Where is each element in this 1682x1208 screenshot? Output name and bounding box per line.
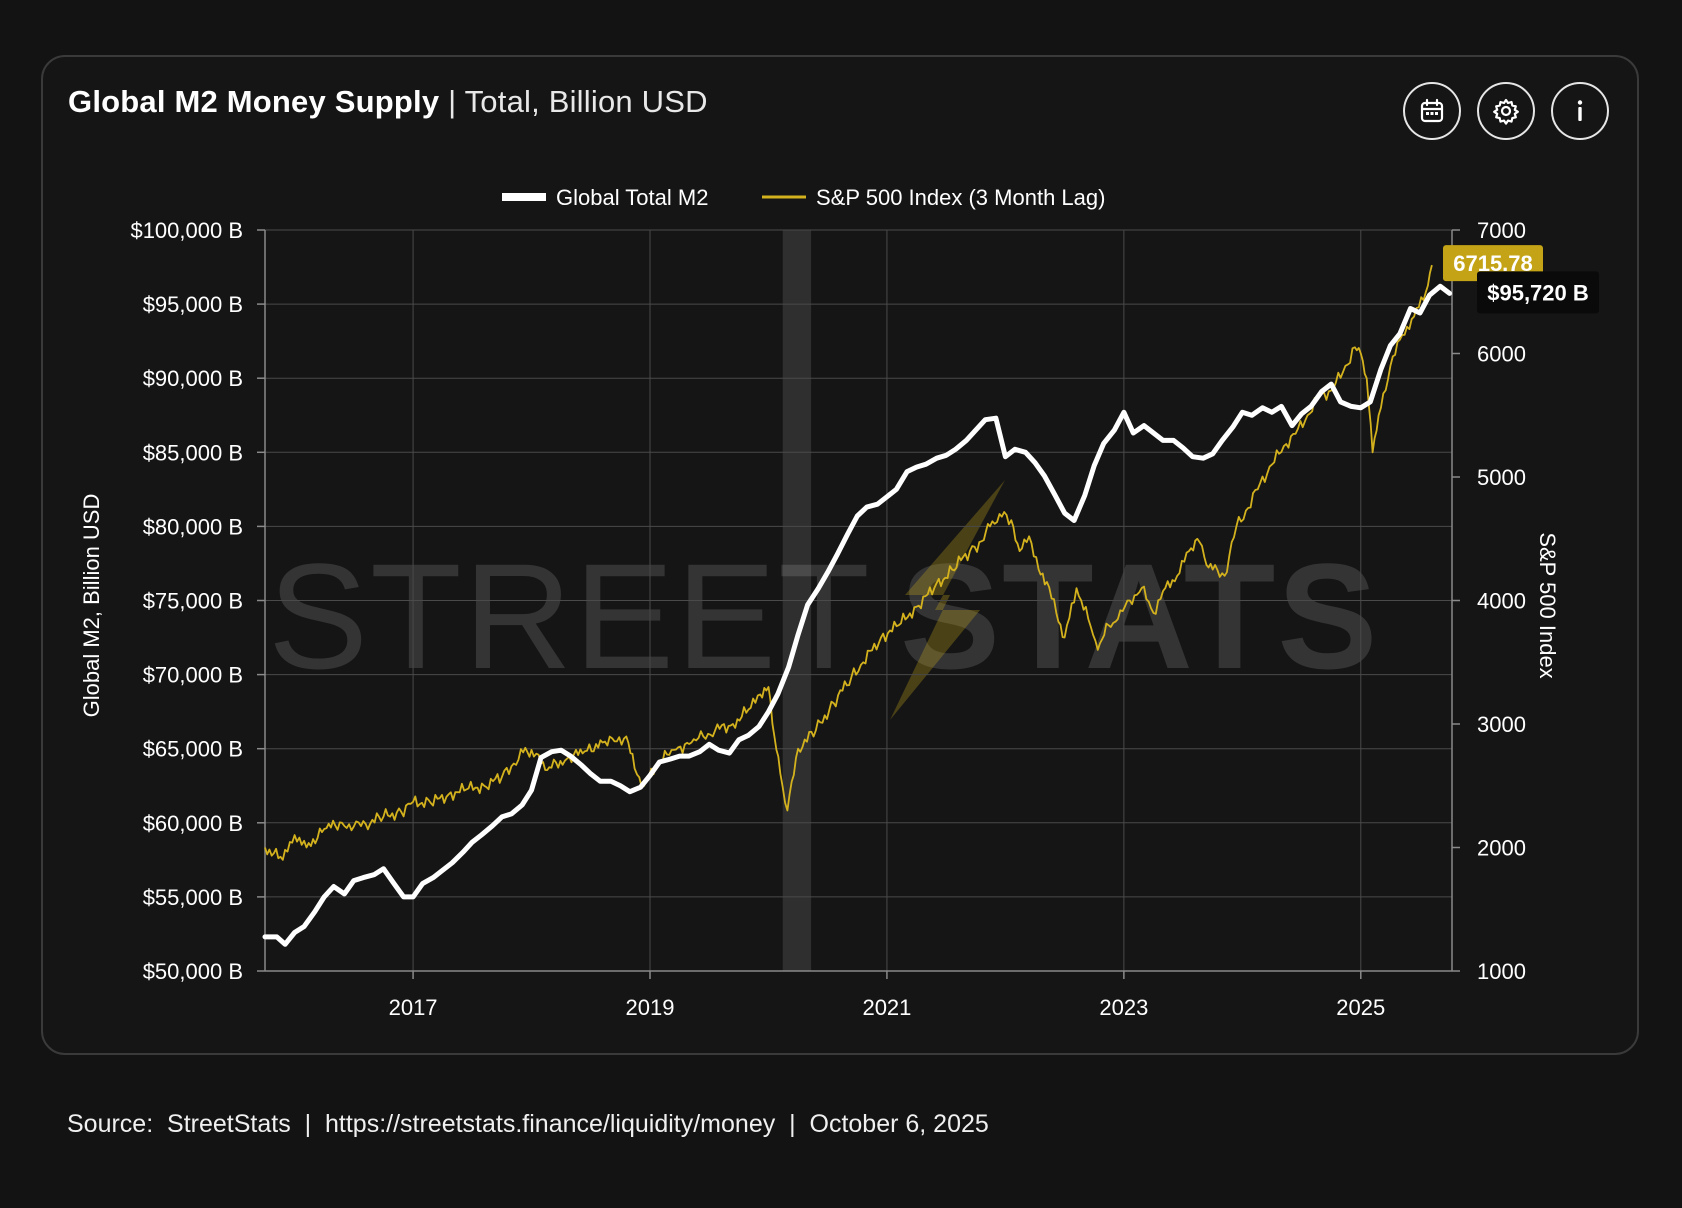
y-left-tick-label: $65,000 B: [143, 737, 243, 762]
chart-card: [41, 55, 1639, 1055]
y-left-axis-title: Global M2, Billion USD: [79, 494, 104, 718]
title-main: Global M2 Money Supply: [68, 84, 440, 119]
settings-button[interactable]: [1477, 82, 1535, 140]
legend-label-sp500: S&P 500 Index (3 Month Lag): [816, 185, 1105, 210]
y-left-tick-label: $75,000 B: [143, 589, 243, 614]
footer: Source: StreetStats | https://streetstat…: [67, 1110, 989, 1139]
watermark-stats: STATS: [900, 532, 1379, 700]
x-tick-label: 2017: [389, 995, 438, 1020]
y-right-tick-label: 6000: [1477, 342, 1526, 367]
y-right-tick-label: 2000: [1477, 836, 1526, 861]
gear-icon: [1493, 98, 1519, 125]
footer-source: Source: StreetStats: [67, 1110, 291, 1138]
m2-last-value-badge: [1477, 271, 1599, 314]
title-subtitle: Total, Billion USD: [464, 84, 708, 119]
x-tick-label: 2025: [1336, 995, 1385, 1020]
y-left-tick-label: $60,000 B: [143, 811, 243, 836]
y-right-tick-label: 5000: [1477, 465, 1526, 490]
y-left-tick-label: $50,000 B: [143, 959, 243, 984]
calendar-icon: [1420, 98, 1444, 123]
footer-url-link[interactable]: https://streetstats.finance/liquidity/mo…: [325, 1110, 776, 1138]
footer-divider-1: |: [290, 1110, 325, 1138]
y-left-tick-label: $70,000 B: [143, 663, 243, 688]
x-tick-label: 2021: [862, 995, 911, 1020]
title-separator: |: [439, 84, 465, 119]
y-left-tick-label: $90,000 B: [143, 366, 243, 391]
series-line-sp500: [264, 264, 1433, 861]
series-line-global-m2: [262, 283, 1453, 947]
y-left-tick-label: $100,000 B: [130, 218, 243, 243]
y-left-tick-label: $55,000 B: [143, 885, 243, 910]
footer-date: October 6, 2025: [809, 1110, 989, 1138]
calendar-button[interactable]: [1403, 82, 1461, 140]
y-right-tick-label: 1000: [1477, 959, 1526, 984]
m2-last-value-label: $95,720 B: [1487, 280, 1589, 305]
y-right-tick-label: 3000: [1477, 712, 1526, 737]
y-right-tick-label: 7000: [1477, 218, 1526, 243]
info-icon: [1577, 100, 1583, 121]
footer-divider-2: |: [775, 1110, 810, 1138]
y-left-tick-label: $95,000 B: [143, 292, 243, 317]
chart-title: Global M2 Money Supply | Total, Billion …: [68, 84, 708, 120]
x-tick-label: 2023: [1099, 995, 1148, 1020]
x-tick-label: 2019: [626, 995, 675, 1020]
info-button[interactable]: [1551, 82, 1609, 140]
legend-label-global-m2: Global Total M2: [556, 185, 708, 210]
y-left-tick-label: $85,000 B: [143, 440, 243, 465]
watermark-street: STREET: [268, 532, 872, 700]
y-left-tick-label: $80,000 B: [143, 514, 243, 539]
y-right-axis-title: S&P 500 Index: [1535, 532, 1560, 678]
y-right-tick-label: 4000: [1477, 589, 1526, 614]
